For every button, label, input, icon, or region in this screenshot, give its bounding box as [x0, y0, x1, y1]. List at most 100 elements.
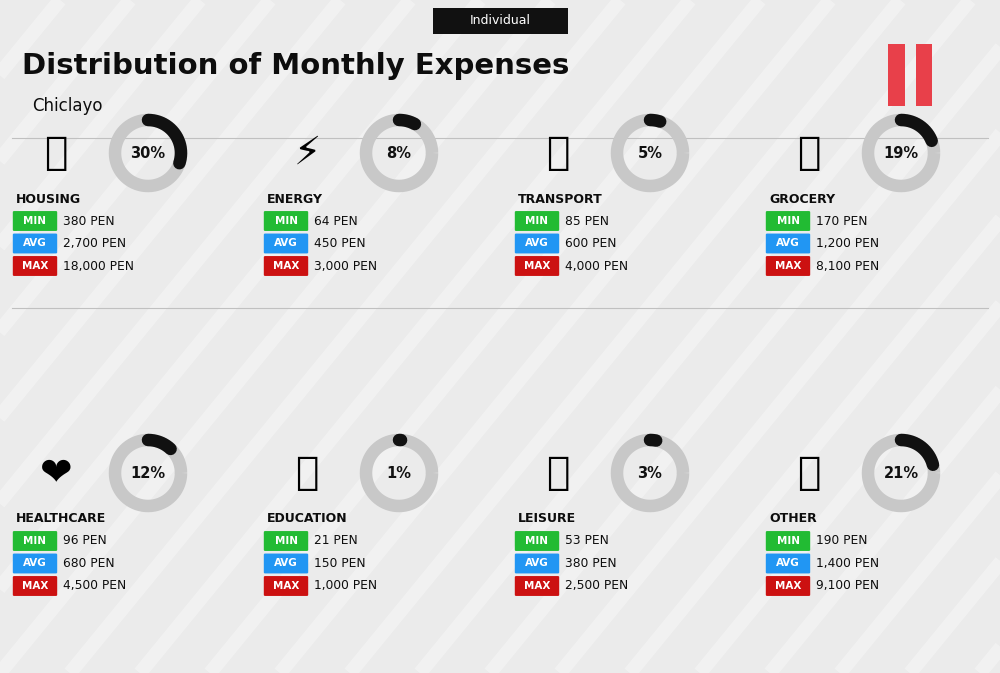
- Text: 96 PEN: 96 PEN: [63, 534, 107, 548]
- Text: MAX: MAX: [22, 581, 48, 591]
- Text: 4,000 PEN: 4,000 PEN: [565, 260, 628, 273]
- Text: ENERGY: ENERGY: [267, 192, 323, 205]
- Text: AVG: AVG: [525, 559, 549, 569]
- Text: 85 PEN: 85 PEN: [565, 215, 609, 227]
- Text: 21 PEN: 21 PEN: [314, 534, 358, 548]
- Text: MAX: MAX: [524, 261, 550, 271]
- FancyBboxPatch shape: [888, 44, 904, 106]
- Text: 2,700 PEN: 2,700 PEN: [63, 237, 126, 250]
- Text: 🎓: 🎓: [295, 454, 319, 492]
- Text: 5%: 5%: [638, 145, 662, 160]
- FancyBboxPatch shape: [916, 44, 932, 106]
- FancyBboxPatch shape: [766, 576, 810, 596]
- FancyBboxPatch shape: [264, 234, 308, 254]
- Text: HEALTHCARE: HEALTHCARE: [16, 513, 106, 526]
- Text: MIN: MIN: [526, 216, 548, 226]
- FancyBboxPatch shape: [432, 8, 568, 34]
- Text: 4,500 PEN: 4,500 PEN: [63, 579, 126, 592]
- Text: LEISURE: LEISURE: [518, 513, 576, 526]
- FancyBboxPatch shape: [13, 234, 57, 254]
- FancyBboxPatch shape: [766, 531, 810, 551]
- FancyBboxPatch shape: [766, 234, 810, 254]
- Text: 680 PEN: 680 PEN: [63, 557, 115, 570]
- Text: 190 PEN: 190 PEN: [816, 534, 868, 548]
- Text: AVG: AVG: [776, 238, 800, 248]
- FancyBboxPatch shape: [766, 554, 810, 573]
- Text: Individual: Individual: [470, 15, 530, 28]
- Text: 🛒: 🛒: [797, 134, 821, 172]
- FancyBboxPatch shape: [264, 211, 308, 231]
- FancyBboxPatch shape: [515, 554, 559, 573]
- Text: HOUSING: HOUSING: [16, 192, 81, 205]
- FancyBboxPatch shape: [264, 554, 308, 573]
- Text: TRANSPORT: TRANSPORT: [518, 192, 603, 205]
- Text: 1,200 PEN: 1,200 PEN: [816, 237, 879, 250]
- Text: Chiclayo: Chiclayo: [32, 97, 103, 115]
- Text: 21%: 21%: [883, 466, 919, 481]
- FancyBboxPatch shape: [515, 234, 559, 254]
- Text: MIN: MIN: [526, 536, 548, 546]
- Text: 53 PEN: 53 PEN: [565, 534, 609, 548]
- Text: 9,100 PEN: 9,100 PEN: [816, 579, 879, 592]
- Text: AVG: AVG: [274, 559, 298, 569]
- FancyBboxPatch shape: [13, 531, 57, 551]
- Text: 380 PEN: 380 PEN: [565, 557, 617, 570]
- Text: MIN: MIN: [776, 216, 800, 226]
- Text: AVG: AVG: [525, 238, 549, 248]
- Text: 19%: 19%: [883, 145, 919, 160]
- Text: 30%: 30%: [130, 145, 166, 160]
- Text: MAX: MAX: [775, 581, 801, 591]
- FancyBboxPatch shape: [264, 576, 308, 596]
- Text: AVG: AVG: [274, 238, 298, 248]
- Text: MIN: MIN: [274, 536, 298, 546]
- Text: OTHER: OTHER: [769, 513, 817, 526]
- Text: GROCERY: GROCERY: [769, 192, 835, 205]
- Text: MAX: MAX: [273, 581, 299, 591]
- FancyBboxPatch shape: [766, 256, 810, 276]
- Text: 1%: 1%: [386, 466, 412, 481]
- Text: 18,000 PEN: 18,000 PEN: [63, 260, 134, 273]
- Text: 450 PEN: 450 PEN: [314, 237, 366, 250]
- FancyBboxPatch shape: [766, 211, 810, 231]
- FancyBboxPatch shape: [13, 211, 57, 231]
- Text: 3%: 3%: [638, 466, 662, 481]
- FancyBboxPatch shape: [515, 531, 559, 551]
- Text: MIN: MIN: [274, 216, 298, 226]
- Text: ❤: ❤: [40, 454, 72, 492]
- Text: MAX: MAX: [524, 581, 550, 591]
- Text: 380 PEN: 380 PEN: [63, 215, 115, 227]
- FancyBboxPatch shape: [515, 211, 559, 231]
- FancyBboxPatch shape: [515, 576, 559, 596]
- Text: MIN: MIN: [24, 536, 46, 546]
- Text: 8%: 8%: [386, 145, 412, 160]
- Text: MIN: MIN: [776, 536, 800, 546]
- Text: 👜: 👜: [797, 454, 821, 492]
- FancyBboxPatch shape: [264, 531, 308, 551]
- Text: MAX: MAX: [273, 261, 299, 271]
- Text: 2,500 PEN: 2,500 PEN: [565, 579, 628, 592]
- Text: 🛍: 🛍: [546, 454, 570, 492]
- Text: 64 PEN: 64 PEN: [314, 215, 358, 227]
- Text: ⚡: ⚡: [293, 134, 321, 172]
- FancyBboxPatch shape: [13, 256, 57, 276]
- Text: EDUCATION: EDUCATION: [267, 513, 348, 526]
- Text: 🏢: 🏢: [44, 134, 68, 172]
- Text: AVG: AVG: [23, 559, 47, 569]
- FancyBboxPatch shape: [515, 256, 559, 276]
- Text: 150 PEN: 150 PEN: [314, 557, 366, 570]
- Text: MAX: MAX: [775, 261, 801, 271]
- Text: AVG: AVG: [776, 559, 800, 569]
- FancyBboxPatch shape: [264, 256, 308, 276]
- FancyBboxPatch shape: [13, 576, 57, 596]
- Text: 12%: 12%: [130, 466, 166, 481]
- Text: 🚌: 🚌: [546, 134, 570, 172]
- Text: Distribution of Monthly Expenses: Distribution of Monthly Expenses: [22, 52, 569, 80]
- Text: 600 PEN: 600 PEN: [565, 237, 616, 250]
- Text: 1,400 PEN: 1,400 PEN: [816, 557, 879, 570]
- Text: 1,000 PEN: 1,000 PEN: [314, 579, 377, 592]
- Text: MAX: MAX: [22, 261, 48, 271]
- Text: 170 PEN: 170 PEN: [816, 215, 868, 227]
- Text: 3,000 PEN: 3,000 PEN: [314, 260, 377, 273]
- FancyBboxPatch shape: [13, 554, 57, 573]
- Text: MIN: MIN: [24, 216, 46, 226]
